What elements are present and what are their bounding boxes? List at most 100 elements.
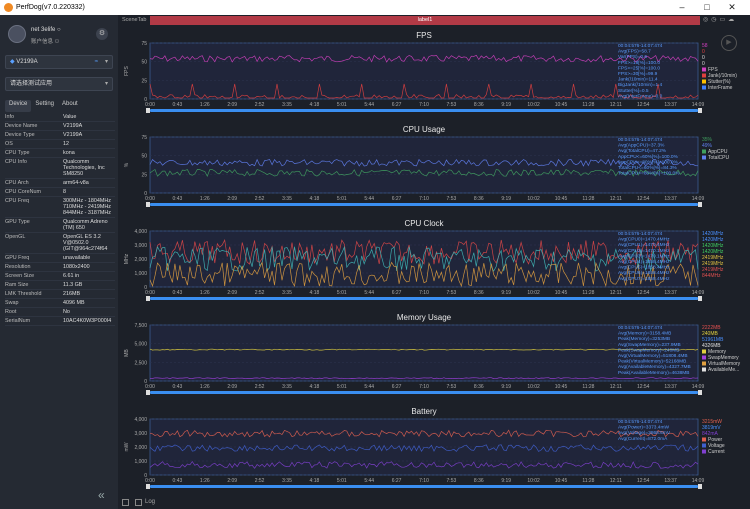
x-tick-label: 10:45 [555, 102, 568, 108]
legend-label: Voltage [708, 443, 725, 449]
x-tick-label: 11:28 [582, 478, 594, 484]
account-info-link[interactable]: 账户信息 ⚇ [31, 39, 60, 45]
info-value: V2199A [63, 123, 83, 129]
stat-text: Avg(CPU4)=1858.4MHz [618, 259, 670, 265]
stat-text: TotalCPU<=80%[%]=100.0% [618, 171, 680, 177]
x-tick-label: 2:52 [255, 290, 265, 296]
x-tick-label: 10:45 [555, 384, 568, 390]
chart-title: Memory Usage [397, 313, 452, 322]
y-axis-label: MHz [124, 253, 130, 264]
legend-label: Power [708, 437, 723, 443]
legend-value: 1420MHz [702, 243, 724, 249]
y-tick-label: 1,000 [134, 271, 147, 277]
y-tick-label: 2,000 [134, 445, 147, 451]
device-select[interactable]: ◆ V2199A ≈ ▾ [5, 55, 113, 69]
chevron-down-icon: ▾ [104, 81, 108, 87]
info-value: 216MB [63, 291, 81, 297]
scene-label[interactable]: label1 [150, 16, 700, 25]
x-tick-label: 12:11 [610, 102, 622, 108]
collapse-sidebar-icon[interactable]: « [98, 488, 105, 502]
x-tick-label: 10:02 [527, 102, 540, 108]
x-tick-label: 9:19 [501, 478, 511, 484]
info-key: Device Name [5, 123, 38, 129]
tab-about[interactable]: About [62, 101, 78, 107]
legend-value: 240MB [702, 331, 719, 337]
x-tick-label: 7:10 [419, 102, 429, 108]
info-row: Screen Size 6.61 in [5, 272, 115, 281]
x-tick-label: 13:37 [664, 478, 677, 484]
x-tick-label: 7:53 [447, 102, 457, 108]
stat-text: Avg(CPU7)=1858.4MHz [618, 276, 670, 282]
tab-device[interactable]: Device [5, 100, 32, 112]
close-icon[interactable]: ✕ [728, 2, 736, 12]
device-dot-icon: ◆ [10, 59, 15, 65]
series-line-totalcpu [149, 158, 699, 167]
avatar[interactable] [8, 25, 26, 43]
info-value: Qualcomm Adreno (TM) 650 [63, 219, 108, 231]
clock-icon[interactable]: ◷ [711, 17, 720, 23]
folder-icon[interactable]: ▭ [719, 17, 729, 23]
x-tick-label: 6:27 [392, 384, 402, 390]
app-select-value: 请选择测试应用 [10, 81, 53, 87]
stat-text: FPS>=30[%]=99.9 [618, 71, 658, 77]
legend-value: 1420MHz [702, 237, 724, 243]
series-line-fps [149, 54, 699, 63]
x-tick-label: 10:02 [527, 478, 540, 484]
x-tick-label: 12:11 [610, 290, 622, 296]
info-value: 10AC4K0W3P000I4 [63, 318, 112, 324]
minimize-icon[interactable]: – [679, 2, 685, 12]
stat-text: Peak(AvailableMemory)=4638MB [618, 370, 690, 376]
stat-text: 00:04:576-14:07:474 [618, 325, 663, 331]
x-tick-label: 5:01 [337, 102, 347, 108]
legend-value: 58 [702, 43, 708, 49]
log-checkbox[interactable] [135, 499, 142, 506]
legend-value: 3819mV [702, 425, 721, 431]
info-value: 12 [63, 141, 69, 147]
y-tick-label: 0 [144, 473, 147, 479]
stat-text: FPS>=25[%]=100.0 [618, 65, 660, 71]
stat-text: Avg(Current)=872.0mA [618, 436, 668, 442]
stat-text: Peak(Memory)=3253MB [618, 336, 670, 342]
stat-text: Avg(CPU5)=1858.4MHz [618, 265, 670, 271]
legend-value: 4326MB [702, 343, 721, 349]
info-row: CPU Type kona [5, 149, 115, 158]
x-tick-label: 5:44 [364, 290, 374, 296]
info-row: CPU Freq 300MHz - 1804MHz 710MHz - 2419MH… [5, 197, 115, 218]
legend-value: 2419MHz [702, 267, 724, 273]
legend-swatch [702, 349, 706, 354]
x-tick-label: 12:54 [637, 102, 650, 108]
legend-swatch [702, 437, 706, 442]
info-key: CPU Freq [5, 198, 29, 204]
settings-gear-icon[interactable]: ⚙ [96, 28, 108, 40]
expand-icon[interactable] [122, 499, 129, 506]
info-value: 6.61 in [63, 273, 80, 279]
log-label: Log [145, 499, 156, 505]
cloud-icon[interactable]: ☁ [728, 17, 738, 23]
chart-cpu-clock: CPU Clock 4,000 3,000 2,000 1,000 0 MHz 00:04:5… [124, 219, 724, 301]
legend-value: 2222MB [702, 325, 721, 331]
stat-text: Avg(CPU2)=1470.1MHz [618, 248, 670, 254]
info-key: CPU Info [5, 159, 27, 165]
maximize-icon[interactable]: □ [704, 2, 710, 12]
y-tick-label: 25 [141, 78, 147, 84]
legend-label: Memory [708, 349, 727, 355]
app-select[interactable]: 请选择测试应用 ▾ [5, 77, 113, 91]
info-row: Swap 4096 MB [5, 299, 115, 308]
legend-swatch [702, 367, 706, 372]
main-panel: SceneTab label1 ◎◷▭☁ FPS 75 50 25 0 FPS 00:04:… [118, 15, 750, 509]
scene-tab[interactable]: SceneTab [122, 17, 147, 23]
chart-battery: Battery 4,000 3,000 2,000 1,000 0 mW 00:04:576-… [124, 407, 725, 489]
x-tick-label: 7:10 [419, 290, 429, 296]
location-icon[interactable]: ◎ [703, 17, 712, 23]
legend-label: TotalCPU [708, 155, 730, 161]
play-icon[interactable]: ▶ [721, 35, 737, 51]
x-tick-label: 6:27 [392, 478, 402, 484]
chart-title: Battery [411, 407, 436, 416]
tab-setting[interactable]: Setting [35, 101, 55, 107]
legend-value: 1420MHz [702, 231, 724, 237]
user-name: net 3elife ○ [31, 27, 61, 33]
stat-text: TotalCPU<=60%[%]=84.3% [618, 165, 678, 171]
stat-text: Avg(FPS)=58.7 [618, 49, 651, 55]
x-tick-label: 1:26 [200, 102, 210, 108]
chart-title: FPS [416, 31, 432, 40]
